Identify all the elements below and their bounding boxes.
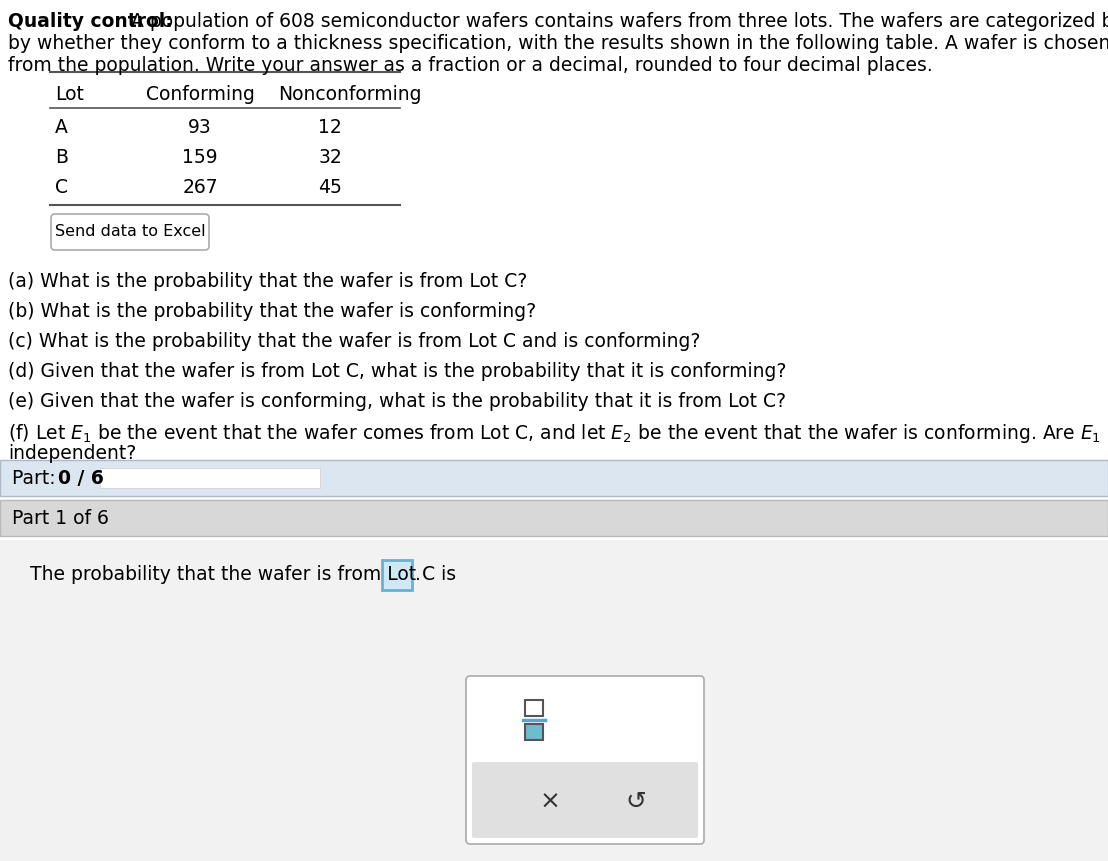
FancyBboxPatch shape — [0, 460, 1108, 496]
Text: by whether they conform to a thickness specification, with the results shown in : by whether they conform to a thickness s… — [8, 34, 1108, 53]
Text: (a) What is the probability that the wafer is from Lot C?: (a) What is the probability that the waf… — [8, 272, 527, 291]
Text: Quality control:: Quality control: — [8, 12, 173, 31]
Text: Lot: Lot — [55, 85, 84, 104]
Text: Conforming: Conforming — [145, 85, 255, 104]
FancyBboxPatch shape — [100, 468, 320, 488]
Text: A population of 608 semiconductor wafers contains wafers from three lots. The wa: A population of 608 semiconductor wafers… — [125, 12, 1108, 31]
Text: A: A — [55, 118, 68, 137]
Text: 32: 32 — [318, 148, 342, 167]
Text: .: . — [416, 566, 421, 585]
Text: ×: × — [540, 790, 561, 814]
Text: Part:: Part: — [12, 468, 62, 487]
Text: 159: 159 — [182, 148, 218, 167]
FancyBboxPatch shape — [525, 700, 543, 716]
FancyBboxPatch shape — [0, 500, 1108, 536]
Text: B: B — [55, 148, 68, 167]
FancyBboxPatch shape — [51, 214, 209, 250]
FancyBboxPatch shape — [0, 540, 1108, 861]
Text: (b) What is the probability that the wafer is conforming?: (b) What is the probability that the waf… — [8, 302, 536, 321]
FancyBboxPatch shape — [525, 724, 543, 740]
Text: Send data to Excel: Send data to Excel — [54, 225, 205, 239]
Text: (e) Given that the wafer is conforming, what is the probability that it is from : (e) Given that the wafer is conforming, … — [8, 392, 786, 411]
FancyBboxPatch shape — [466, 676, 704, 844]
Text: (d) Given that the wafer is from Lot C, what is the probability that it is confo: (d) Given that the wafer is from Lot C, … — [8, 362, 787, 381]
Text: ↺: ↺ — [625, 790, 646, 814]
Text: independent?: independent? — [8, 444, 136, 463]
Text: The probability that the wafer is from Lot C is: The probability that the wafer is from L… — [30, 566, 456, 585]
Text: C: C — [55, 178, 68, 197]
Text: 0 / 6: 0 / 6 — [58, 468, 104, 487]
Text: 267: 267 — [182, 178, 218, 197]
Text: 12: 12 — [318, 118, 342, 137]
FancyBboxPatch shape — [382, 560, 412, 590]
FancyBboxPatch shape — [472, 762, 698, 838]
Text: from the population. Write your answer as a fraction or a decimal, rounded to fo: from the population. Write your answer a… — [8, 56, 933, 75]
Text: 45: 45 — [318, 178, 342, 197]
Text: 93: 93 — [188, 118, 212, 137]
Text: (c) What is the probability that the wafer is from Lot C and is conforming?: (c) What is the probability that the waf… — [8, 332, 700, 351]
Text: Nonconforming: Nonconforming — [278, 85, 422, 104]
Text: (f) Let $E_1$ be the event that the wafer comes from Lot C, and let $E_2$ be the: (f) Let $E_1$ be the event that the wafe… — [8, 422, 1108, 445]
Text: Part 1 of 6: Part 1 of 6 — [12, 509, 109, 528]
